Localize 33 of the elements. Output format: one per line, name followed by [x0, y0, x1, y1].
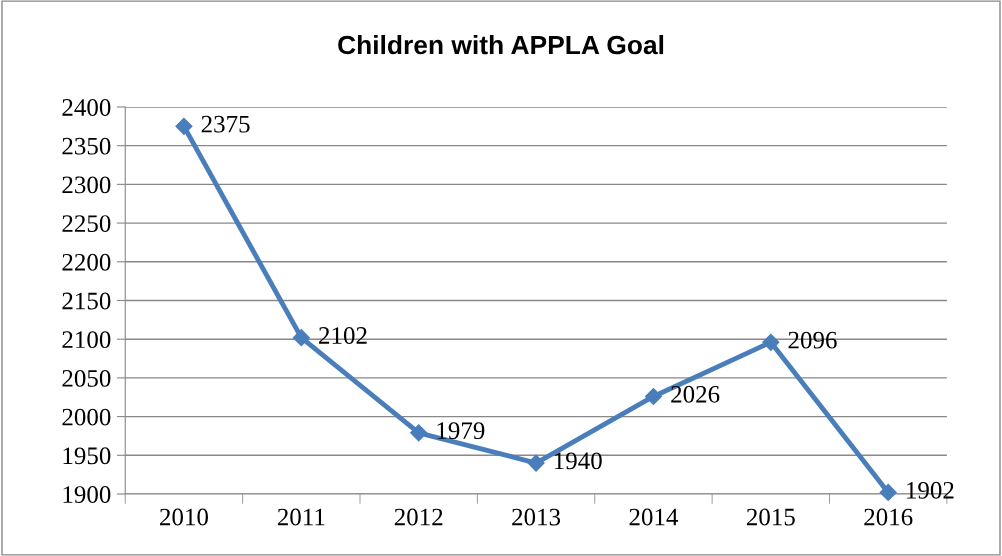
point: [527, 454, 545, 472]
data-label: 1979: [437, 422, 485, 440]
y-tick-label: 2200: [62, 253, 111, 271]
data-label: 2026: [671, 385, 720, 403]
x-tick-label: 2013: [512, 508, 561, 526]
point: [410, 424, 428, 442]
data-label: 1902: [907, 481, 954, 499]
y-tick-label: 2050: [62, 369, 111, 387]
point: [879, 483, 897, 502]
x-tick-label: 2014: [629, 508, 679, 526]
x-tick-label: 2011: [277, 508, 325, 526]
y-tick-label: 2300: [62, 176, 111, 194]
x-tick-label: 2016: [864, 508, 913, 526]
y-tick-label: 2400: [62, 99, 111, 116]
x-tick-label: 2015: [746, 508, 795, 526]
data-label: 1940: [554, 452, 602, 470]
y-tick-label: 2350: [62, 137, 111, 155]
y-tick-label: 2100: [62, 331, 111, 349]
y-tick-label: 2000: [62, 408, 111, 426]
data-label: 2375: [201, 115, 250, 133]
y-tick-label: 2150: [62, 292, 111, 310]
point: [292, 329, 310, 347]
chart-title: Children with APPLA Goal: [338, 34, 664, 55]
x-tick-label: 2012: [394, 508, 443, 526]
point: [175, 117, 193, 135]
y-tick-label: 1950: [63, 447, 111, 465]
data-label: 2102: [319, 327, 367, 344]
data-label: 2096: [788, 331, 837, 349]
y-tick-label: 1900: [63, 486, 111, 503]
x-tick-label: 2010: [160, 508, 208, 526]
point: [762, 333, 780, 351]
point: [644, 387, 662, 406]
y-tick-label: 2250: [62, 215, 111, 232]
